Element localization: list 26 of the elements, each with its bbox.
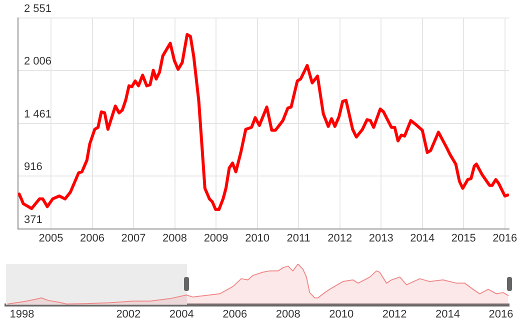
x-tick-label: 2011 (286, 232, 310, 244)
x-tick-label: 2010 (245, 232, 270, 244)
y-tick-label: 2 006 (24, 56, 52, 68)
x-tick-label: 2006 (222, 308, 248, 320)
y-tick-label: 1 461 (24, 108, 52, 120)
x-tick-label: 2002 (116, 308, 141, 320)
x-tick-label: 2004 (169, 308, 194, 320)
x-tick-label: 2016 (488, 308, 514, 320)
x-tick-label: 2014 (436, 308, 460, 320)
x-tick-label: 1998 (10, 308, 34, 320)
y-tick-label: 916 (24, 161, 42, 174)
x-tick-label: 2005 (38, 232, 64, 244)
y-tick-label: 2 551 (24, 3, 52, 16)
x-tick-label: 2015 (451, 232, 476, 244)
x-tick-label: 2014 (410, 232, 435, 244)
x-tick-label: 2009 (204, 232, 228, 244)
x-tick-label: 2008 (162, 232, 188, 244)
y-tick-label: 371 (24, 214, 42, 226)
x-tick-label: 2008 (276, 308, 300, 320)
x-tick-label: 2007 (121, 232, 146, 244)
x-tick-label: 2016 (492, 232, 518, 244)
x-tick-label: 2013 (368, 232, 394, 244)
x-tick-label: 2012 (328, 232, 352, 244)
x-tick-label: 2006 (80, 232, 105, 244)
x-tick-label: 2012 (382, 308, 407, 320)
x-tick-label: 2010 (329, 308, 354, 320)
